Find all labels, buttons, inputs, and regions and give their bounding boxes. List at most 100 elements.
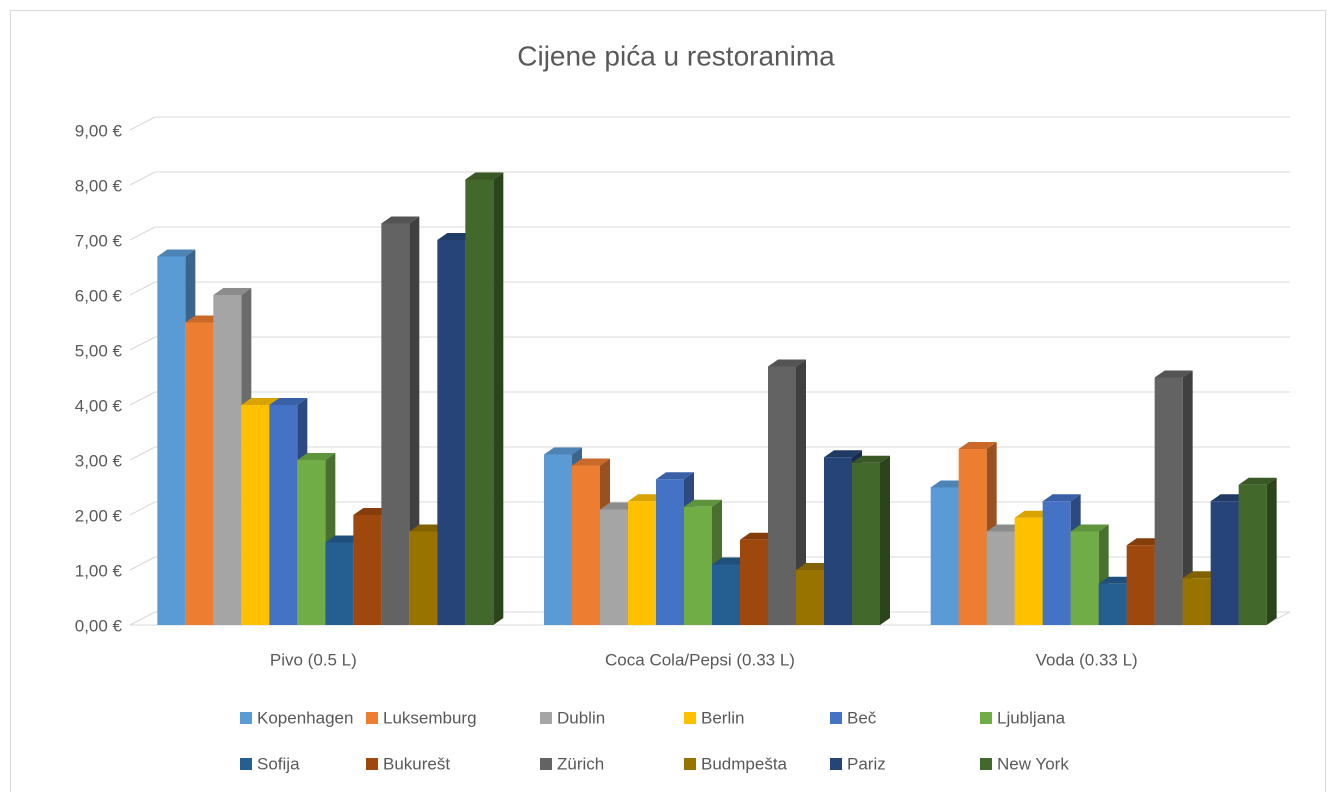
bar bbox=[656, 479, 684, 625]
bar-side bbox=[1266, 477, 1277, 625]
bar-side bbox=[1182, 370, 1193, 625]
bar bbox=[185, 322, 214, 625]
bar bbox=[1154, 377, 1183, 625]
bar bbox=[628, 501, 656, 625]
grid-line-depth bbox=[129, 556, 156, 571]
y-tick-label: 9,00 € bbox=[75, 121, 123, 140]
bar bbox=[1182, 578, 1211, 625]
bar-top bbox=[213, 288, 252, 295]
bar-top bbox=[656, 472, 694, 480]
legend-label: Dublin bbox=[557, 708, 605, 727]
x-tick-label: Pivo (0.5 L) bbox=[270, 650, 357, 669]
bar-top bbox=[1042, 494, 1081, 502]
grid-line-depth bbox=[129, 611, 156, 626]
bar-top bbox=[768, 359, 806, 367]
y-tick-label: 8,00 € bbox=[75, 176, 123, 195]
bar bbox=[381, 223, 410, 625]
grid-line-depth bbox=[129, 281, 156, 296]
bar-top bbox=[684, 499, 722, 507]
legend-swatch bbox=[980, 758, 992, 770]
bar bbox=[465, 179, 494, 625]
bar bbox=[1070, 531, 1099, 625]
legend-label: Bukurešt bbox=[383, 754, 450, 773]
legend-label: Luksemburg bbox=[383, 708, 477, 727]
bar bbox=[852, 462, 880, 625]
grid-line-depth bbox=[129, 391, 156, 406]
bar bbox=[409, 531, 438, 625]
legend-swatch bbox=[240, 758, 252, 770]
legend-label: Zürich bbox=[557, 754, 604, 773]
legend-swatch bbox=[366, 758, 378, 770]
y-tick-label: 5,00 € bbox=[75, 341, 123, 360]
bar-top bbox=[297, 453, 336, 460]
bar bbox=[1042, 501, 1071, 625]
bar bbox=[1098, 583, 1127, 625]
bar bbox=[740, 539, 768, 625]
bar bbox=[986, 531, 1015, 625]
bar-top bbox=[381, 216, 420, 224]
chart-title: Cijene pića u restoranima bbox=[517, 40, 835, 71]
bar bbox=[353, 515, 382, 625]
bar bbox=[325, 542, 354, 625]
bar bbox=[572, 465, 600, 625]
legend-swatch bbox=[830, 712, 842, 724]
legend-label: Beč bbox=[847, 708, 877, 727]
bar-top bbox=[241, 398, 280, 405]
bar-top bbox=[1154, 370, 1193, 378]
grid-line-depth bbox=[129, 116, 156, 131]
grid-line-depth bbox=[129, 226, 156, 241]
y-tick-label: 7,00 € bbox=[75, 231, 123, 250]
legend-swatch bbox=[684, 758, 696, 770]
bar-top bbox=[269, 398, 308, 405]
bar bbox=[1210, 501, 1239, 625]
bar bbox=[437, 240, 466, 625]
bar-top bbox=[824, 450, 862, 458]
x-tick-label: Coca Cola/Pepsi (0.33 L) bbox=[605, 650, 795, 669]
bar-top bbox=[1238, 477, 1277, 485]
grid-line-depth bbox=[129, 171, 156, 186]
bar bbox=[824, 457, 852, 625]
legend-label: New York bbox=[997, 754, 1069, 773]
bar bbox=[768, 366, 796, 625]
bar bbox=[1014, 517, 1043, 625]
bar bbox=[684, 506, 712, 625]
bar-top bbox=[852, 455, 890, 463]
bar-top bbox=[572, 458, 610, 466]
y-tick-label: 3,00 € bbox=[75, 451, 123, 470]
legend-swatch bbox=[830, 758, 842, 770]
bar bbox=[241, 405, 270, 625]
legend-swatch bbox=[540, 758, 552, 770]
y-tick-label: 1,00 € bbox=[75, 561, 123, 580]
bar-side bbox=[880, 455, 890, 625]
bar bbox=[796, 570, 824, 625]
bar bbox=[958, 449, 987, 625]
bar-side bbox=[796, 359, 806, 625]
y-tick-label: 4,00 € bbox=[75, 396, 123, 415]
legend-swatch bbox=[366, 712, 378, 724]
bar bbox=[157, 256, 186, 625]
legend-label: Pariz bbox=[847, 754, 886, 773]
bar-top bbox=[544, 447, 582, 455]
bar bbox=[213, 295, 242, 625]
bar bbox=[600, 509, 628, 625]
bar bbox=[269, 405, 298, 625]
legend-swatch bbox=[980, 712, 992, 724]
legend-label: Ljubljana bbox=[997, 708, 1066, 727]
bar bbox=[712, 564, 740, 625]
y-tick-label: 6,00 € bbox=[75, 286, 123, 305]
bar-side bbox=[409, 216, 420, 625]
bar bbox=[544, 454, 572, 625]
bar bbox=[1238, 484, 1267, 625]
grid-line-depth bbox=[129, 501, 156, 516]
bar-top bbox=[157, 249, 196, 257]
legend-label: Berlin bbox=[701, 708, 744, 727]
legend-label: Budmpešta bbox=[701, 754, 788, 773]
y-tick-label: 2,00 € bbox=[75, 506, 123, 525]
bar-top bbox=[958, 442, 997, 449]
grid-line-depth bbox=[129, 446, 156, 461]
bar bbox=[1126, 545, 1155, 625]
bar-side bbox=[493, 172, 504, 625]
bar bbox=[930, 487, 959, 625]
